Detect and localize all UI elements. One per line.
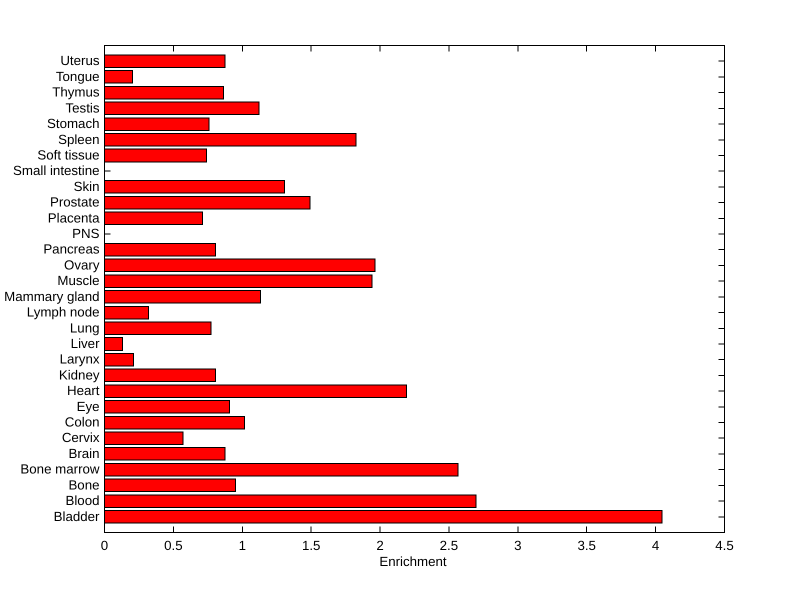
svg-text:0.5: 0.5	[164, 538, 183, 553]
svg-text:Ovary: Ovary	[64, 257, 100, 272]
svg-text:0: 0	[101, 538, 108, 553]
svg-text:Larynx: Larynx	[60, 352, 100, 367]
svg-text:Bone: Bone	[68, 477, 99, 492]
svg-text:2.5: 2.5	[440, 538, 459, 553]
svg-text:Lung: Lung	[70, 320, 100, 335]
svg-text:Colon: Colon	[65, 415, 100, 430]
svg-text:4: 4	[652, 538, 659, 553]
svg-text:3.5: 3.5	[577, 538, 596, 553]
svg-text:1: 1	[239, 538, 246, 553]
svg-text:Brain: Brain	[68, 446, 99, 461]
svg-text:1.5: 1.5	[302, 538, 321, 553]
svg-text:Stomach: Stomach	[47, 116, 99, 131]
svg-text:Kidney: Kidney	[59, 367, 100, 382]
svg-text:Lymph node: Lymph node	[27, 305, 100, 320]
svg-text:Soft tissue: Soft tissue	[37, 147, 99, 162]
svg-text:Blood: Blood	[65, 493, 99, 508]
svg-text:Heart: Heart	[67, 383, 100, 398]
svg-text:Placenta: Placenta	[48, 210, 100, 225]
svg-text:Small intestine: Small intestine	[13, 163, 99, 178]
svg-text:Tongue: Tongue	[56, 69, 100, 84]
svg-text:3: 3	[514, 538, 521, 553]
svg-text:2: 2	[376, 538, 383, 553]
svg-text:Bladder: Bladder	[54, 509, 100, 524]
svg-text:Mammary gland: Mammary gland	[4, 289, 99, 304]
svg-text:Cervix: Cervix	[62, 430, 100, 445]
svg-text:Uterus: Uterus	[60, 53, 100, 68]
svg-text:Bone marrow: Bone marrow	[20, 462, 99, 477]
svg-text:Eye: Eye	[77, 399, 100, 414]
svg-text:4.5: 4.5	[715, 538, 734, 553]
svg-text:Pancreas: Pancreas	[43, 242, 100, 257]
svg-text:Enrichment: Enrichment	[379, 554, 447, 569]
svg-text:Testis: Testis	[66, 100, 100, 115]
svg-text:PNS: PNS	[72, 226, 99, 241]
svg-text:Liver: Liver	[71, 336, 100, 351]
svg-text:Spleen: Spleen	[58, 132, 99, 147]
svg-text:Thymus: Thymus	[52, 85, 100, 100]
svg-text:Prostate: Prostate	[50, 195, 100, 210]
svg-text:Skin: Skin	[74, 179, 100, 194]
svg-text:Muscle: Muscle	[57, 273, 99, 288]
